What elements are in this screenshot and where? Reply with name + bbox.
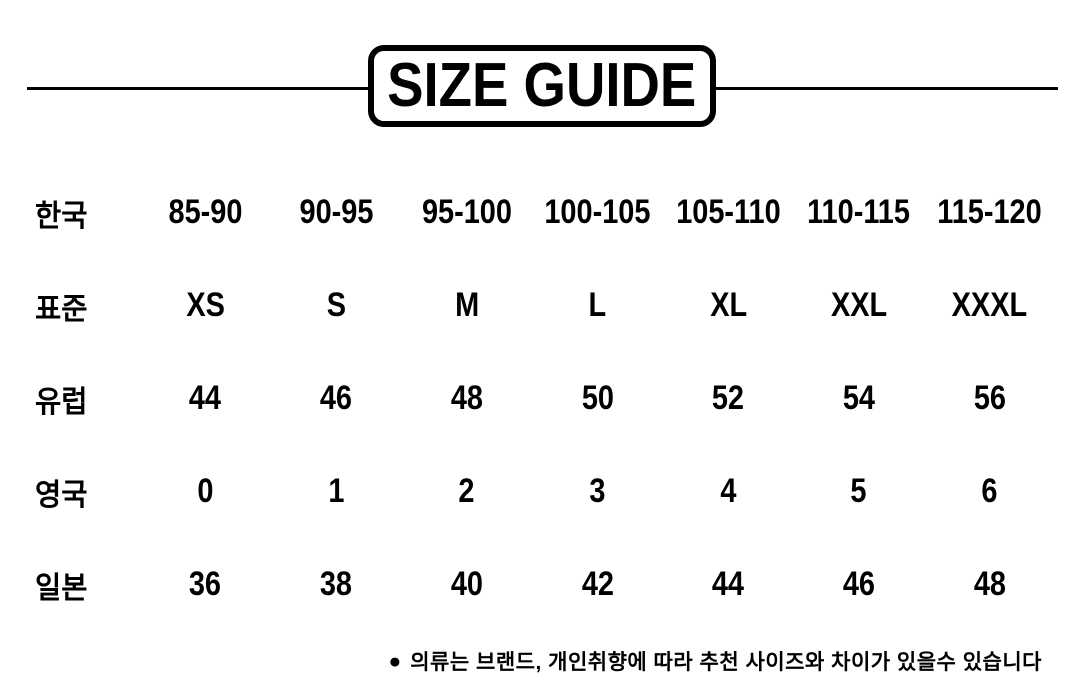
cell-value: 44 — [189, 379, 222, 417]
table-cell: 36 — [140, 565, 271, 604]
table-cell: 90-95 — [271, 193, 402, 232]
cell-value: 36 — [189, 565, 222, 603]
footnote-text: 의류는 브랜드, 개인취향에 따라 추천 사이즈와 차이가 있을수 있습니다 — [410, 651, 1042, 674]
table-cell: 100-105 — [532, 193, 663, 232]
cell-value: 52 — [712, 379, 745, 417]
table-cell: 54 — [794, 379, 925, 418]
cell-value: XL — [709, 286, 747, 324]
cell-value: 38 — [319, 565, 353, 603]
cell-value: 48 — [973, 565, 1006, 603]
row-header-cell: 영국 — [0, 470, 140, 514]
cell-value: 90-95 — [299, 193, 374, 231]
cell-value: XXL — [830, 286, 888, 324]
row-header-cell: 표준 — [0, 284, 140, 328]
table-cell: 105-110 — [663, 193, 794, 232]
table-cell: 2 — [401, 472, 532, 511]
table-cell: 115-120 — [924, 193, 1055, 232]
cell-value: 95-100 — [421, 193, 512, 231]
cell-value: 0 — [197, 472, 214, 510]
cell-value: 46 — [319, 379, 353, 417]
row-header-cell: 한국 — [0, 191, 140, 235]
table-row-uk: 영국 0 1 2 3 4 5 6 — [0, 445, 1080, 538]
cell-value: 85-90 — [168, 193, 243, 231]
table-cell: 50 — [532, 379, 663, 418]
cell-value: 54 — [842, 379, 876, 417]
cell-value: 56 — [973, 379, 1006, 417]
bullet-icon: ● — [388, 649, 402, 673]
footnote: ● 의류는 브랜드, 개인취향에 따라 추천 사이즈와 차이가 있을수 있습니다 — [389, 646, 1042, 676]
cell-value: 105-110 — [675, 193, 781, 231]
cell-value: 50 — [581, 379, 614, 417]
table-cell: 40 — [401, 565, 532, 604]
cell-value: 48 — [450, 379, 483, 417]
table-cell: 0 — [140, 472, 271, 511]
row-header-korea: 한국 — [35, 199, 88, 233]
cell-value: M — [454, 286, 479, 324]
page-title: SIZE GUIDE — [387, 51, 697, 120]
table-cell: XXXL — [924, 286, 1055, 325]
cell-value: 46 — [842, 565, 876, 603]
table-cell: 44 — [140, 379, 271, 418]
table-cell: 56 — [924, 379, 1055, 418]
cell-value: 1 — [328, 472, 345, 510]
table-row-korea: 한국 85-90 90-95 95-100 100-105 105-110 11… — [0, 166, 1080, 259]
cell-value: XS — [186, 286, 225, 324]
table-cell: 1 — [271, 472, 402, 511]
table-cell: 52 — [663, 379, 794, 418]
table-cell: 3 — [532, 472, 663, 511]
cell-value: 2 — [458, 472, 475, 510]
cell-value: 115-120 — [937, 193, 1042, 231]
size-table: 한국 85-90 90-95 95-100 100-105 105-110 11… — [0, 166, 1080, 631]
cell-value: 6 — [981, 472, 998, 510]
cell-value: 100-105 — [544, 193, 651, 231]
table-row-japan: 일본 36 38 40 42 44 46 48 — [0, 538, 1080, 631]
cell-value: 42 — [581, 565, 614, 603]
table-cell: XXL — [794, 286, 925, 325]
table-cell: M — [401, 286, 532, 325]
cell-value: S — [326, 286, 346, 324]
title-box: SIZE GUIDE — [368, 45, 716, 127]
table-cell: XL — [663, 286, 794, 325]
cell-value: 40 — [450, 565, 483, 603]
table-cell: 95-100 — [401, 193, 532, 232]
row-header-cell: 일본 — [0, 563, 140, 607]
table-cell: 46 — [271, 379, 402, 418]
cell-value: 44 — [712, 565, 745, 603]
table-row-standard: 표준 XS S M L XL XXL XXXL — [0, 259, 1080, 352]
row-header-standard: 표준 — [35, 292, 88, 326]
table-cell: 110-115 — [794, 193, 925, 232]
table-cell: 42 — [532, 565, 663, 604]
cell-value: 4 — [720, 472, 737, 510]
table-cell: 38 — [271, 565, 402, 604]
row-header-uk: 영국 — [35, 478, 88, 512]
row-header-europe: 유럽 — [35, 385, 88, 419]
table-row-europe: 유럽 44 46 48 50 52 54 56 — [0, 352, 1080, 445]
table-cell: S — [271, 286, 402, 325]
table-cell: XS — [140, 286, 271, 325]
table-cell: 6 — [924, 472, 1055, 511]
cell-value: L — [588, 286, 607, 324]
row-header-cell: 유럽 — [0, 377, 140, 421]
table-cell: 4 — [663, 472, 794, 511]
table-cell: 5 — [794, 472, 925, 511]
table-cell: 48 — [401, 379, 532, 418]
cell-value: 110-115 — [807, 193, 911, 231]
row-header-japan: 일본 — [35, 571, 88, 605]
cell-value: 5 — [850, 472, 867, 510]
table-cell: 85-90 — [140, 193, 271, 232]
table-cell: 44 — [663, 565, 794, 604]
cell-value: XXXL — [951, 286, 1028, 324]
table-cell: 46 — [794, 565, 925, 604]
table-cell: 48 — [924, 565, 1055, 604]
cell-value: 3 — [589, 472, 606, 510]
table-cell: L — [532, 286, 663, 325]
